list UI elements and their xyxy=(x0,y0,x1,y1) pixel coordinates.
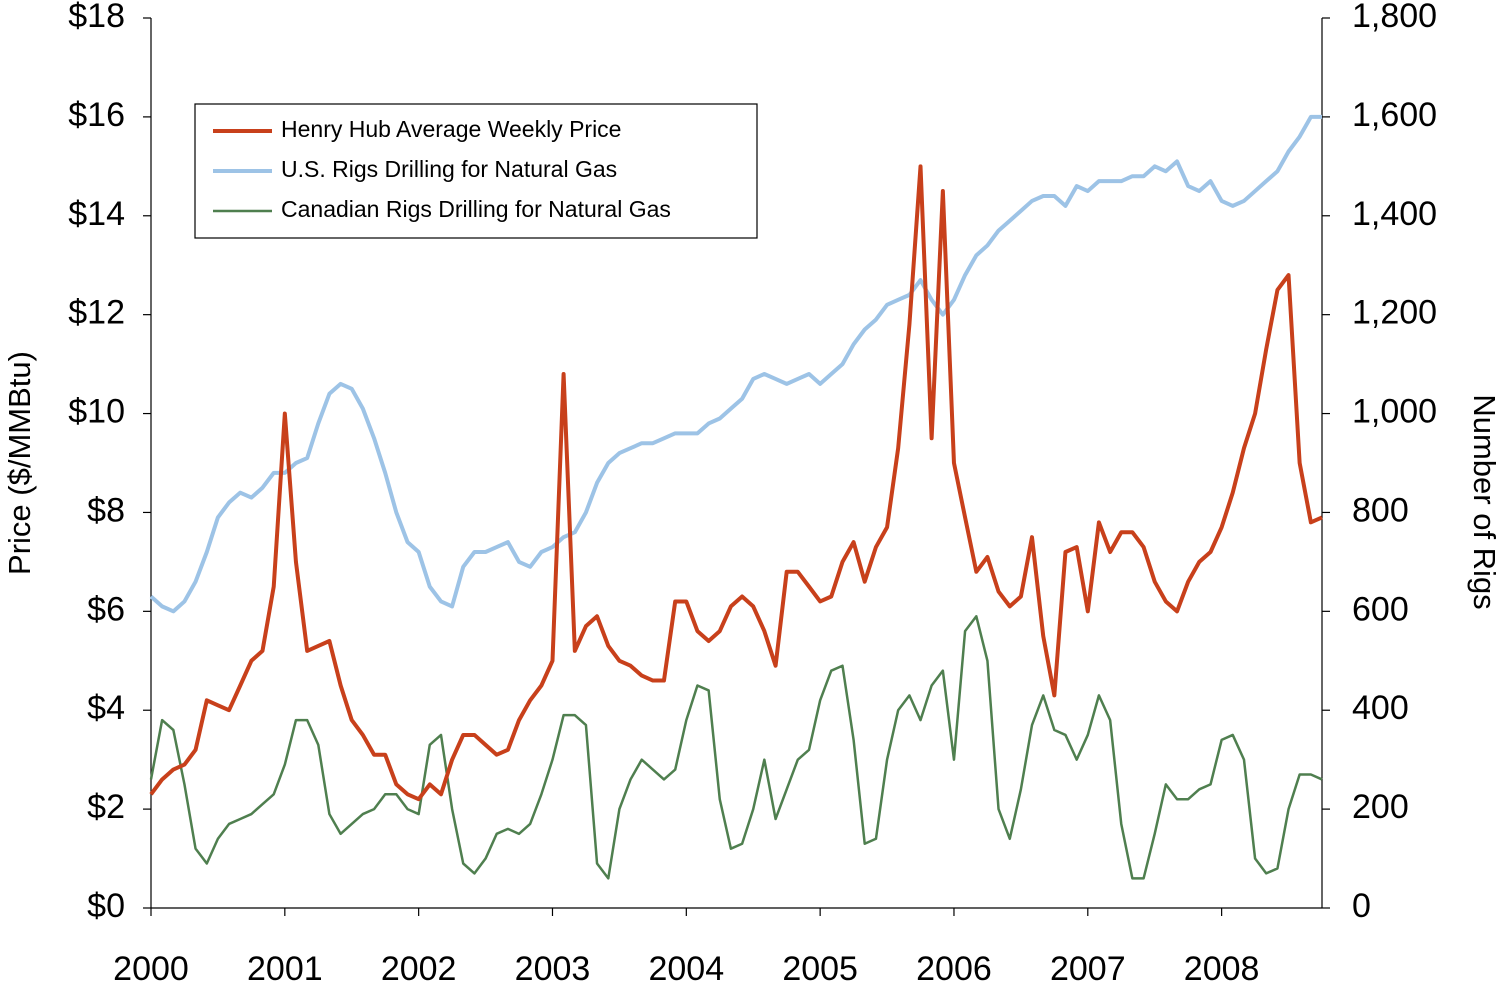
x-tick-label: 2003 xyxy=(515,950,591,988)
y-tick-label: $16 xyxy=(68,96,125,134)
x-tick-label: 2002 xyxy=(381,950,457,988)
y-axis-title: Price ($/MMBtu) xyxy=(2,351,37,575)
y2-tick-label: 800 xyxy=(1352,491,1409,529)
y2-tick-label: 1,200 xyxy=(1352,294,1437,332)
y-tick-label: $8 xyxy=(87,491,125,529)
x-tick-label: 2001 xyxy=(247,950,323,988)
x-tick-label: 2008 xyxy=(1184,950,1260,988)
y2-tick-label: 200 xyxy=(1352,788,1409,826)
x-tick-label: 2004 xyxy=(648,950,724,988)
y-tick-label: $0 xyxy=(87,887,125,925)
x-tick-label: 2006 xyxy=(916,950,992,988)
y-tick-label: $12 xyxy=(68,294,125,332)
y2-tick-label: 0 xyxy=(1352,887,1371,925)
legend-label: U.S. Rigs Drilling for Natural Gas xyxy=(281,156,617,182)
x-tick-label: 2007 xyxy=(1050,950,1126,988)
legend-label: Henry Hub Average Weekly Price xyxy=(281,116,621,142)
y2-tick-label: 1,800 xyxy=(1352,0,1437,35)
series-line xyxy=(149,615,1323,880)
y2-tick-label: 600 xyxy=(1352,590,1409,628)
y2-tick-label: 1,400 xyxy=(1352,195,1437,233)
y-tick-label: $14 xyxy=(68,195,125,233)
x-tick-label: 2000 xyxy=(113,950,189,988)
series-line xyxy=(149,164,1323,802)
series-line xyxy=(149,114,1322,614)
y2-tick-label: 1,600 xyxy=(1352,96,1437,134)
y-tick-label: $6 xyxy=(87,590,125,628)
legend-label: Canadian Rigs Drilling for Natural Gas xyxy=(281,196,671,222)
legend-box xyxy=(194,103,758,239)
y-tick-label: $18 xyxy=(68,0,125,35)
y2-tick-label: 1,000 xyxy=(1352,393,1437,431)
y2-axis-title: Number of Rigs xyxy=(1467,394,1501,609)
x-tick-label: 2005 xyxy=(782,950,858,988)
y-tick-label: $4 xyxy=(87,689,125,727)
y-tick-label: $10 xyxy=(68,393,125,431)
y-tick-label: $2 xyxy=(87,788,125,826)
y2-tick-label: 400 xyxy=(1352,689,1409,727)
